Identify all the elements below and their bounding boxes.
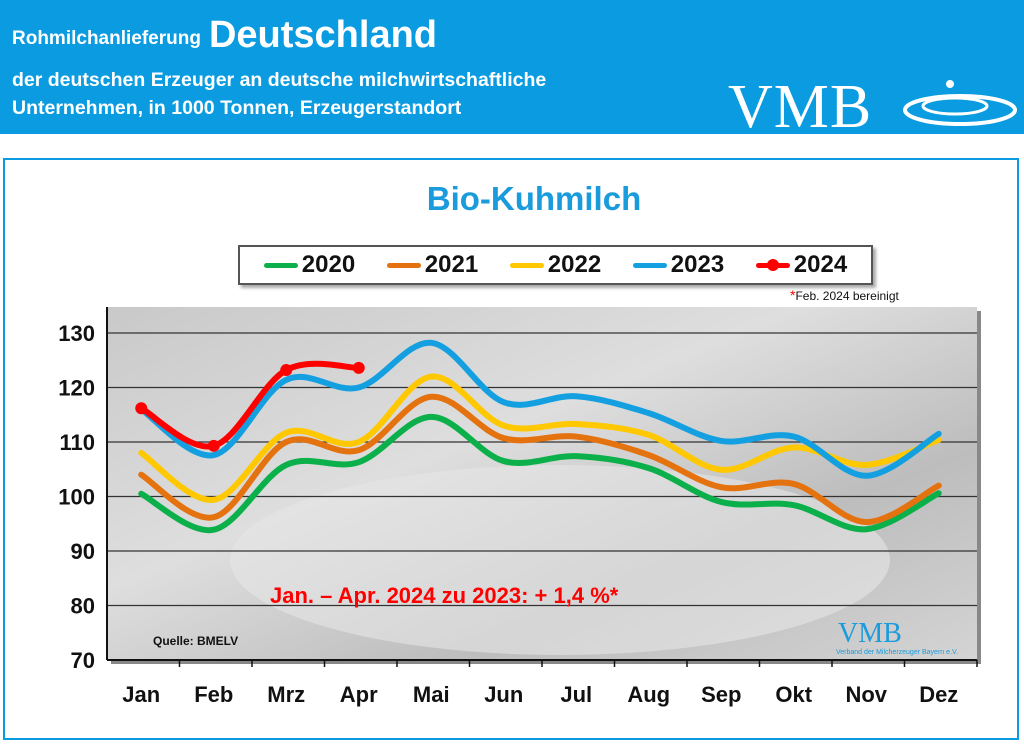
x-tick-label: Mai — [413, 682, 450, 707]
x-tick-label: Feb — [194, 682, 233, 707]
legend-item-2020: 2020 — [263, 251, 356, 279]
x-tick-label: Apr — [340, 682, 378, 707]
series-line-2022 — [138, 373, 942, 503]
data-point-2024 — [280, 364, 293, 377]
legend-swatch — [509, 262, 544, 268]
x-tick-label: Mrz — [267, 682, 305, 707]
data-point-2024 — [352, 361, 365, 374]
series-line-2024 — [138, 360, 362, 450]
x-tick-label: Jan — [122, 682, 160, 707]
legend-swatch — [386, 262, 421, 268]
legend-swatch — [755, 258, 790, 271]
data-point-2024 — [135, 402, 148, 415]
header-subtitle: der deutschen Erzeuger an deutsche milch… — [12, 66, 546, 122]
legend-item-2023: 2023 — [632, 251, 725, 279]
legend-swatch — [263, 262, 298, 268]
legend-item-2024: 2024 — [755, 251, 848, 279]
milk-splash-bg — [230, 465, 890, 655]
y-tick-label: 70 — [71, 648, 95, 673]
y-tick-label: 100 — [58, 485, 95, 510]
series-line-2020 — [138, 413, 942, 534]
legend-label: 2022 — [547, 251, 602, 278]
annotation: Jan. – Apr. 2024 zu 2023: + 1,4 %* — [270, 583, 619, 608]
footnote-mark: * — [790, 287, 796, 303]
footnote: *Feb. 2024 bereinigt — [790, 287, 899, 303]
legend-label: 2023 — [670, 251, 725, 278]
x-tick-label: Dez — [919, 682, 958, 707]
x-tick-label: Jun — [484, 682, 523, 707]
series-line-2023 — [138, 339, 942, 479]
header-banner: Rohmilchanlieferung Deutschland der deuts… — [0, 0, 1024, 141]
x-tick-label: Jul — [560, 682, 592, 707]
footnote-text: Feb. 2024 bereinigt — [795, 289, 899, 303]
legend-swatch — [632, 262, 667, 268]
chart-title: Bio-Kuhmilch — [426, 180, 642, 217]
title-prefix: Rohmilchanlieferung — [12, 28, 201, 49]
series-line-2021 — [138, 393, 942, 526]
legend-item-2022: 2022 — [509, 251, 602, 279]
data-point-2024 — [207, 439, 220, 452]
legend-label: 2020 — [301, 251, 356, 278]
watermark-logo: VMB — [838, 618, 902, 649]
header-title: Rohmilchanlieferung Deutschland — [12, 14, 437, 57]
vmb-logo: VMB — [728, 73, 873, 141]
y-tick-label: 80 — [71, 594, 95, 619]
title-country: Deutschland — [208, 14, 438, 56]
subtitle-line-1: der deutschen Erzeuger an deutsche milch… — [12, 69, 547, 91]
x-tick-label: Aug — [627, 682, 670, 707]
legend-label: 2021 — [424, 251, 479, 278]
x-tick-label: Okt — [775, 682, 812, 707]
y-tick-label: 110 — [60, 430, 96, 455]
legend: 2020 2021 2022 2023 2024 — [238, 245, 873, 285]
y-tick-label: 130 — [58, 321, 95, 346]
y-tick-label: 90 — [71, 539, 95, 564]
x-tick-label: Nov — [845, 682, 887, 707]
legend-item-2021: 2021 — [386, 251, 479, 279]
y-tick-label: 120 — [58, 376, 95, 401]
subtitle-line-2: Unternehmen, in 1000 Tonnen, Erzeugersta… — [12, 97, 462, 119]
x-tick-label: Sep — [701, 682, 741, 707]
source-label: Quelle: BMELV — [153, 634, 239, 648]
legend-label: 2024 — [793, 251, 848, 278]
watermark-subtext: Verband der Milcherzeuger Bayern e.V. — [836, 649, 958, 656]
